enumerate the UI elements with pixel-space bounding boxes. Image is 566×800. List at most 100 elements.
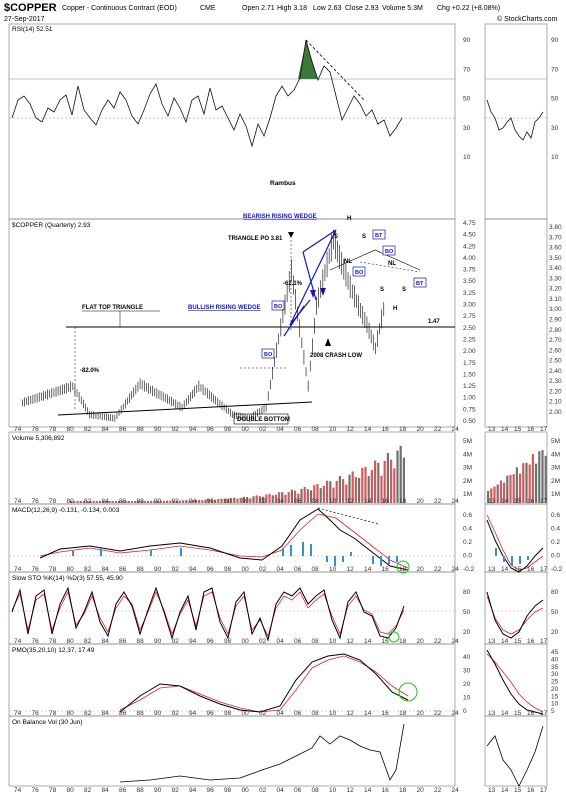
volume-inset-bar (509, 474, 512, 503)
price-inset-tick: 2.50 (549, 358, 562, 365)
volume-bar (204, 499, 207, 503)
volume-bar (153, 500, 156, 503)
year-tick: 10 (329, 787, 337, 794)
volume-bar (319, 488, 322, 503)
panel-frames (8, 23, 548, 787)
year-tick: 22 (434, 710, 442, 717)
rsi-inset-tick: 90 (551, 37, 559, 44)
volume-bar (175, 500, 178, 503)
year-tick: 86 (119, 426, 127, 433)
volume-bar (249, 498, 252, 503)
volume-bar (306, 489, 309, 503)
volume-bar (137, 500, 140, 503)
macd-label: MACD(12,26,9) -0.131, -0.134, 0.003 (12, 507, 120, 514)
year-labels: 74 76 78 80 82 84 86 88 90 92 94 96 98 00 02 04 06 08 10 12… (14, 426, 548, 794)
volume-inset-bar (506, 475, 509, 503)
volume-bar (383, 460, 386, 503)
year-tick: 12 (347, 426, 355, 433)
macd-tick: 0.0 (463, 553, 472, 560)
price-inset-tick: 3.70 (549, 234, 562, 241)
volume-inset-bar (490, 488, 493, 503)
stockcharts-watermark: © StockCharts.com (497, 15, 558, 23)
pmo-tick: 0 (463, 708, 467, 715)
volume-bar (236, 498, 239, 503)
volume-bar (146, 500, 149, 503)
year-tick: 74 (14, 566, 22, 573)
year-inset-tick: 17 (540, 566, 548, 573)
year-tick: 80 (67, 566, 75, 573)
year-tick: 84 (102, 498, 110, 505)
sto-inset-tick: 50 (551, 609, 559, 616)
price-tick: 2.75 (463, 313, 476, 320)
year-tick: 82 (84, 498, 92, 505)
year-tick: 18 (399, 498, 407, 505)
obv-line (119, 723, 405, 783)
volume-bar (118, 500, 121, 503)
volume-tick: 5M (463, 438, 472, 445)
bt-label-1: BT (375, 233, 383, 239)
year-tick: 84 (102, 638, 110, 645)
volume-tick: 2M (463, 478, 472, 485)
macd-inset-tick: 0.2 (551, 539, 560, 546)
volume-value: Volume 5.3M (382, 5, 423, 12)
volume-bar (284, 494, 287, 503)
volume-bar (278, 492, 281, 503)
macd-inset-tick: 0.6 (551, 512, 560, 519)
volume-bar (265, 494, 268, 503)
price-inset-tick: 3.80 (549, 224, 562, 231)
bullish-wedge-label: BULLISH RISING WEDGE (188, 305, 261, 311)
year-tick: 90 (154, 787, 162, 794)
year-tick: 92 (172, 426, 180, 433)
year-inset-tick: 13 (488, 566, 496, 573)
year-tick: 18 (399, 566, 407, 573)
year-inset-tick: 14 (501, 710, 509, 717)
year-tick: 06 (294, 710, 302, 717)
volume-bar (364, 466, 367, 503)
year-tick: 20 (417, 787, 425, 794)
year-tick: 94 (189, 638, 197, 645)
year-tick: 12 (347, 787, 355, 794)
price-tick: 1.75 (463, 360, 476, 367)
year-tick: 02 (259, 426, 267, 433)
price-arrows (288, 232, 331, 346)
volume-bar (322, 486, 325, 503)
year-inset-tick: 17 (540, 498, 548, 505)
year-tick: 88 (137, 566, 145, 573)
price-inset-tick: 3.40 (549, 265, 562, 272)
change-value: Chg +0.22 (+8.08%) (437, 5, 500, 12)
volume-bar (271, 495, 274, 503)
volume-bar (226, 498, 229, 503)
year-tick: 78 (49, 426, 57, 433)
rsi-inset-tick: 30 (551, 125, 559, 132)
year-tick: 20 (417, 498, 425, 505)
year-tick: 24 (452, 638, 460, 645)
year-tick: 74 (14, 498, 22, 505)
price-label: $COPPER (Quarterly) 2.93 (12, 222, 91, 229)
volume-bar (79, 500, 82, 503)
year-inset-tick: 16 (527, 566, 535, 573)
obv-inset-line (486, 725, 544, 787)
year-tick: 10 (329, 710, 337, 717)
volume-bar (223, 499, 226, 503)
bo-label-4: BO (385, 249, 394, 255)
macd-tick: -0.2 (463, 566, 475, 573)
year-tick: 16 (382, 566, 390, 573)
volume-inset-bar (499, 480, 502, 503)
hs-neckline-2: NL (388, 261, 396, 267)
year-tick: 12 (347, 566, 355, 573)
year-inset-tick: 17 (540, 710, 548, 717)
hs-neckline-1: NL (344, 259, 352, 265)
bearish-wedge-label: BEARISH RISING WEDGE (243, 214, 317, 220)
year-tick: 16 (382, 787, 390, 794)
volume-tick: 4M (463, 451, 472, 458)
year-inset-tick: 16 (527, 787, 535, 794)
pmo-inset-tick: 20 (551, 686, 559, 693)
rsi-reference-lines (9, 78, 547, 119)
volume-bar (166, 500, 169, 503)
hs-shoulder-4: S (402, 287, 406, 293)
price-tick: 1.25 (463, 383, 476, 390)
volume-bar (134, 500, 137, 503)
year-inset-tick: 14 (501, 566, 509, 573)
year-tick: 16 (382, 498, 390, 505)
volume-bar (108, 500, 111, 503)
